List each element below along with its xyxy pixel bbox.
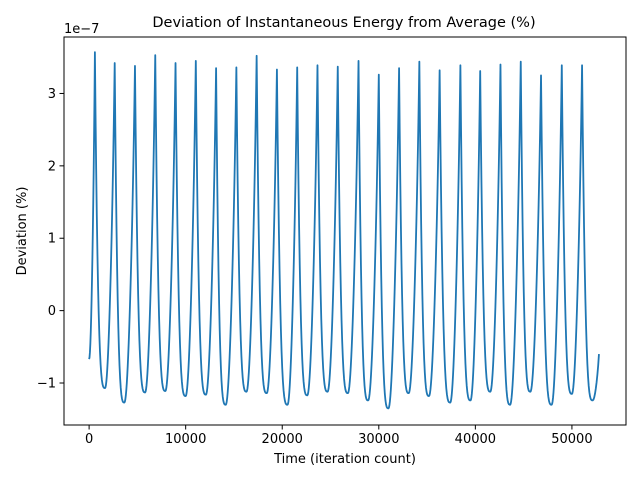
y-tick-label: 2 (48, 159, 56, 174)
series-line-energy-deviation (88, 51, 600, 410)
y-tick-label: −1 (37, 377, 56, 392)
y-tick-label: 1 (48, 232, 56, 247)
x-tick-label: 50000 (551, 432, 592, 447)
y-axis-label: Deviation (%) (15, 187, 30, 276)
x-tick-label: 0 (85, 432, 93, 447)
y-tick-label: 0 (48, 304, 56, 319)
axes-frame (63, 36, 627, 426)
x-axis: 0 10000 20000 30000 40000 50000 (85, 425, 593, 447)
x-tick-label: 40000 (455, 432, 496, 447)
y-axis: −1 0 1 2 3 (37, 87, 64, 392)
chart-title: Deviation of Instantaneous Energy from A… (152, 15, 535, 31)
plot-area (63, 36, 627, 426)
y-axis-offset-label: 1e−7 (64, 22, 99, 37)
x-tick-label: 20000 (262, 432, 303, 447)
y-tick-label: 3 (48, 87, 56, 102)
x-tick-label: 30000 (358, 432, 399, 447)
x-tick-label: 10000 (165, 432, 206, 447)
x-axis-label: Time (iteration count) (273, 452, 416, 467)
